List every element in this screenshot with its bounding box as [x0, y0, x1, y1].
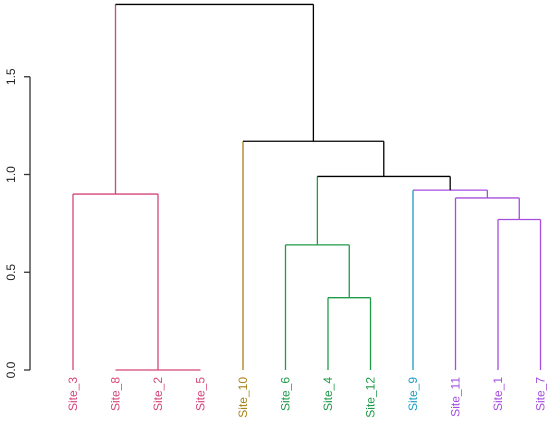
leaf-label: Site_12	[364, 377, 378, 418]
leaf-label: Site_5	[194, 377, 208, 411]
leaf-label: Site_6	[279, 377, 293, 411]
leaf-labels: Site_3 Site_8 Site_2 Site_5 Site_10 Site_6 Sit…	[66, 377, 548, 418]
leaf-label: Site_10	[236, 377, 250, 418]
leaf-label: Site_9	[406, 377, 420, 411]
dendrogram-branches	[72, 3, 542, 371]
y-tick-label: 0.5	[4, 264, 18, 281]
y-tick-label: 0.0	[4, 361, 18, 378]
leaf-label: Site_7	[534, 377, 548, 411]
leaf-label: Site_8	[109, 377, 123, 411]
y-axis: 0.0 0.5 1.0 1.5	[4, 68, 31, 378]
leaf-label: Site_3	[66, 377, 80, 411]
leaf-label: Site_2	[151, 377, 165, 411]
leaf-label: Site_4	[321, 377, 335, 411]
leaf-label: Site_1	[491, 377, 505, 411]
y-tick-label: 1.0	[4, 166, 18, 183]
y-tick-label: 1.5	[4, 68, 18, 85]
leaf-label: Site_11	[449, 377, 463, 417]
